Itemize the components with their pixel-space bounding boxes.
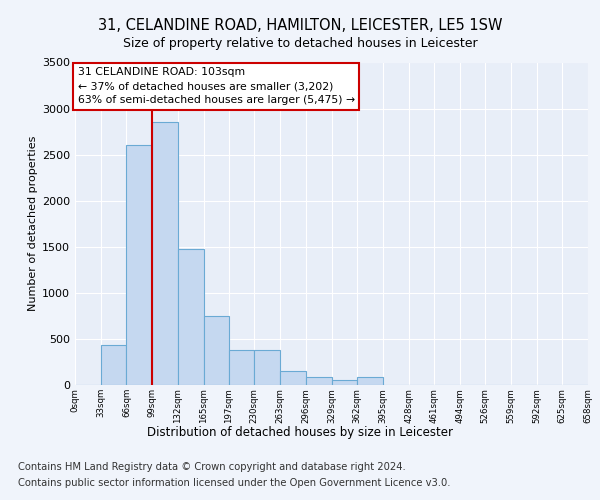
Y-axis label: Number of detached properties: Number of detached properties xyxy=(28,136,38,312)
Bar xyxy=(203,316,229,385)
Bar xyxy=(229,350,254,385)
Bar xyxy=(280,371,306,385)
Text: Contains public sector information licensed under the Open Government Licence v3: Contains public sector information licen… xyxy=(18,478,451,488)
Bar xyxy=(152,122,178,385)
Bar xyxy=(127,146,152,385)
Bar xyxy=(357,376,383,385)
Bar xyxy=(178,248,203,385)
Bar xyxy=(306,376,331,385)
Text: 31, CELANDINE ROAD, HAMILTON, LEICESTER, LE5 1SW: 31, CELANDINE ROAD, HAMILTON, LEICESTER,… xyxy=(98,18,502,32)
Text: Size of property relative to detached houses in Leicester: Size of property relative to detached ho… xyxy=(122,38,478,51)
Bar xyxy=(331,380,357,385)
Text: Contains HM Land Registry data © Crown copyright and database right 2024.: Contains HM Land Registry data © Crown c… xyxy=(18,462,406,472)
Text: Distribution of detached houses by size in Leicester: Distribution of detached houses by size … xyxy=(147,426,453,439)
Bar xyxy=(101,346,127,385)
Text: 31 CELANDINE ROAD: 103sqm
← 37% of detached houses are smaller (3,202)
63% of se: 31 CELANDINE ROAD: 103sqm ← 37% of detac… xyxy=(77,68,355,106)
Bar xyxy=(254,350,280,385)
